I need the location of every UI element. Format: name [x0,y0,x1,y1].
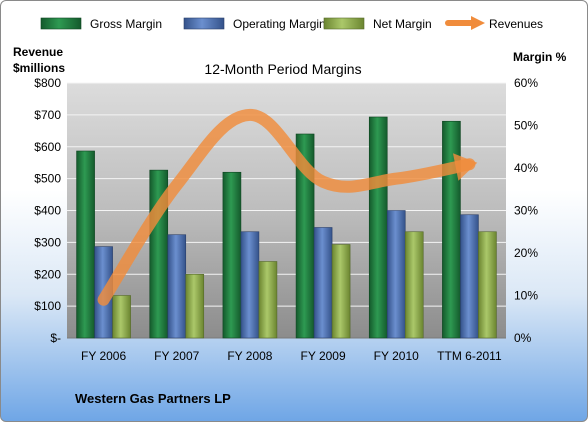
legend: Gross Margin Operating Margin Net Margin… [40,16,543,31]
category-labels: FY 2006 FY 2007 FY 2008 FY 2009 FY 2010 TTM 6… [81,349,502,363]
legend-swatch-net [323,17,365,30]
bar-operating-margin [167,234,187,339]
right-tick-label: 60% [514,76,538,90]
category-label: FY 2008 [227,349,272,363]
right-tick-label: 30% [514,204,538,218]
revenue-arrowhead [452,153,478,181]
left-tick-label: $700 [34,108,61,122]
legend-swatch-operating [183,17,225,30]
bar-operating-margin [313,227,333,339]
legend-revenues: Revenues [489,17,543,31]
category-label: FY 2007 [154,349,199,363]
category-label: FY 2006 [81,349,126,363]
right-tick-label: 0% [514,331,532,345]
category-label: FY 2009 [301,349,346,363]
category-label: TTM 6-2011 [437,349,502,363]
left-axis-ticks: $- $100 $200 $300 $400 $500 $600 $700 $800 [34,76,61,345]
left-tick-label: $800 [34,76,61,90]
bar-net-margin [478,231,497,339]
bar-gross-margin [368,116,388,339]
right-tick-label: 20% [514,246,538,260]
legend-swatch-revenues [445,16,485,30]
right-tick-label: 10% [514,289,538,303]
right-axis-ticks: 0% 10% 20% 30% 40% 50% 60% [514,76,538,345]
legend-gross-margin: Gross Margin [90,17,162,31]
bar-gross-margin [222,171,242,339]
bar-gross-margin [442,120,461,339]
category-label: FY 2010 [374,349,419,363]
left-axis-title-line1: Revenue [13,45,63,59]
company-name: Western Gas Partners LP [75,391,231,406]
legend-net-margin: Net Margin [373,17,432,31]
bar-net-margin [258,261,278,339]
right-tick-label: 50% [514,119,538,133]
bar-operating-margin [460,214,479,339]
left-tick-label: $500 [34,172,61,186]
bar-net-margin [185,273,205,339]
gridlines [67,82,506,339]
left-tick-label: $600 [34,140,61,154]
bar-net-margin [112,295,131,339]
left-tick-label: $400 [34,204,61,218]
bar-net-margin [404,231,424,339]
chart-title: 12-Month Period Margins [204,61,361,77]
bar-net-margin [331,244,351,339]
bar-operating-margin [386,210,406,339]
left-axis-title-line2: $millions [13,61,65,75]
right-tick-label: 40% [514,161,538,175]
left-tick-label: $300 [34,235,61,249]
revenue-line-path [97,108,476,306]
left-tick-label: $100 [34,299,61,313]
legend-operating-margin: Operating Margin [233,17,326,31]
bar-operating-margin [240,231,260,339]
legend-swatch-gross [40,17,82,30]
right-axis-title: Margin % [513,50,567,64]
left-tick-label: $200 [34,267,61,281]
revenue-line [97,108,478,306]
left-tick-label: $- [50,331,61,345]
bar-gross-margin [76,150,95,339]
